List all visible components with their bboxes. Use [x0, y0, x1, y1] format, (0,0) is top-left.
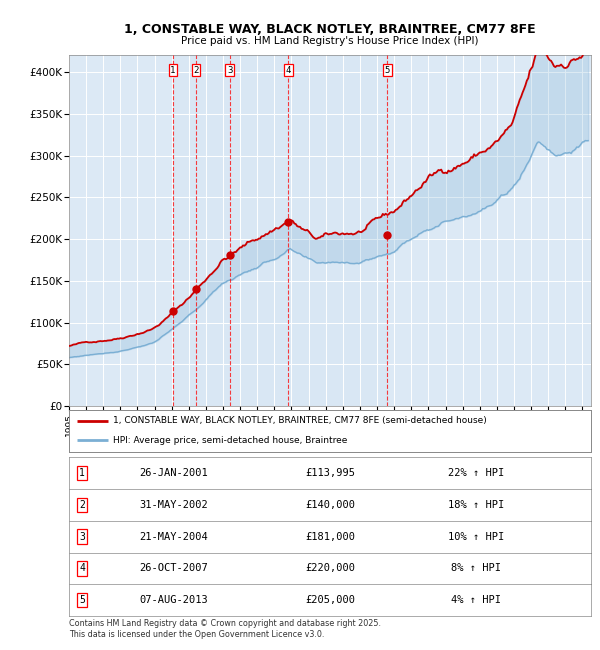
Text: 4: 4	[286, 66, 291, 75]
Text: 4: 4	[79, 564, 85, 573]
Text: 26-OCT-2007: 26-OCT-2007	[139, 564, 208, 573]
Text: £181,000: £181,000	[305, 532, 355, 541]
Text: 07-AUG-2013: 07-AUG-2013	[139, 595, 208, 605]
Text: 10% ↑ HPI: 10% ↑ HPI	[448, 532, 504, 541]
Text: 31-MAY-2002: 31-MAY-2002	[139, 500, 208, 510]
Text: £205,000: £205,000	[305, 595, 355, 605]
Text: 2: 2	[79, 500, 85, 510]
Text: Price paid vs. HM Land Registry's House Price Index (HPI): Price paid vs. HM Land Registry's House …	[181, 36, 479, 46]
Text: 1, CONSTABLE WAY, BLACK NOTLEY, BRAINTREE, CM77 8FE (semi-detached house): 1, CONSTABLE WAY, BLACK NOTLEY, BRAINTRE…	[113, 417, 487, 425]
Text: 4% ↑ HPI: 4% ↑ HPI	[451, 595, 501, 605]
Text: 1: 1	[79, 468, 85, 478]
Text: 5: 5	[385, 66, 390, 75]
Text: 3: 3	[227, 66, 232, 75]
Text: £140,000: £140,000	[305, 500, 355, 510]
Text: Contains HM Land Registry data © Crown copyright and database right 2025.
This d: Contains HM Land Registry data © Crown c…	[69, 619, 381, 639]
Text: 3: 3	[79, 532, 85, 541]
Text: 21-MAY-2004: 21-MAY-2004	[139, 532, 208, 541]
Text: £220,000: £220,000	[305, 564, 355, 573]
Text: 2: 2	[193, 66, 199, 75]
Text: 1, CONSTABLE WAY, BLACK NOTLEY, BRAINTREE, CM77 8FE: 1, CONSTABLE WAY, BLACK NOTLEY, BRAINTRE…	[124, 23, 536, 36]
Bar	[173, 55, 387, 406]
Text: 26-JAN-2001: 26-JAN-2001	[139, 468, 208, 478]
Text: £113,995: £113,995	[305, 468, 355, 478]
Text: 1: 1	[170, 66, 176, 75]
Text: 22% ↑ HPI: 22% ↑ HPI	[448, 468, 504, 478]
Text: 18% ↑ HPI: 18% ↑ HPI	[448, 500, 504, 510]
Text: 5: 5	[79, 595, 85, 605]
Text: HPI: Average price, semi-detached house, Braintree: HPI: Average price, semi-detached house,…	[113, 436, 348, 445]
Text: 8% ↑ HPI: 8% ↑ HPI	[451, 564, 501, 573]
